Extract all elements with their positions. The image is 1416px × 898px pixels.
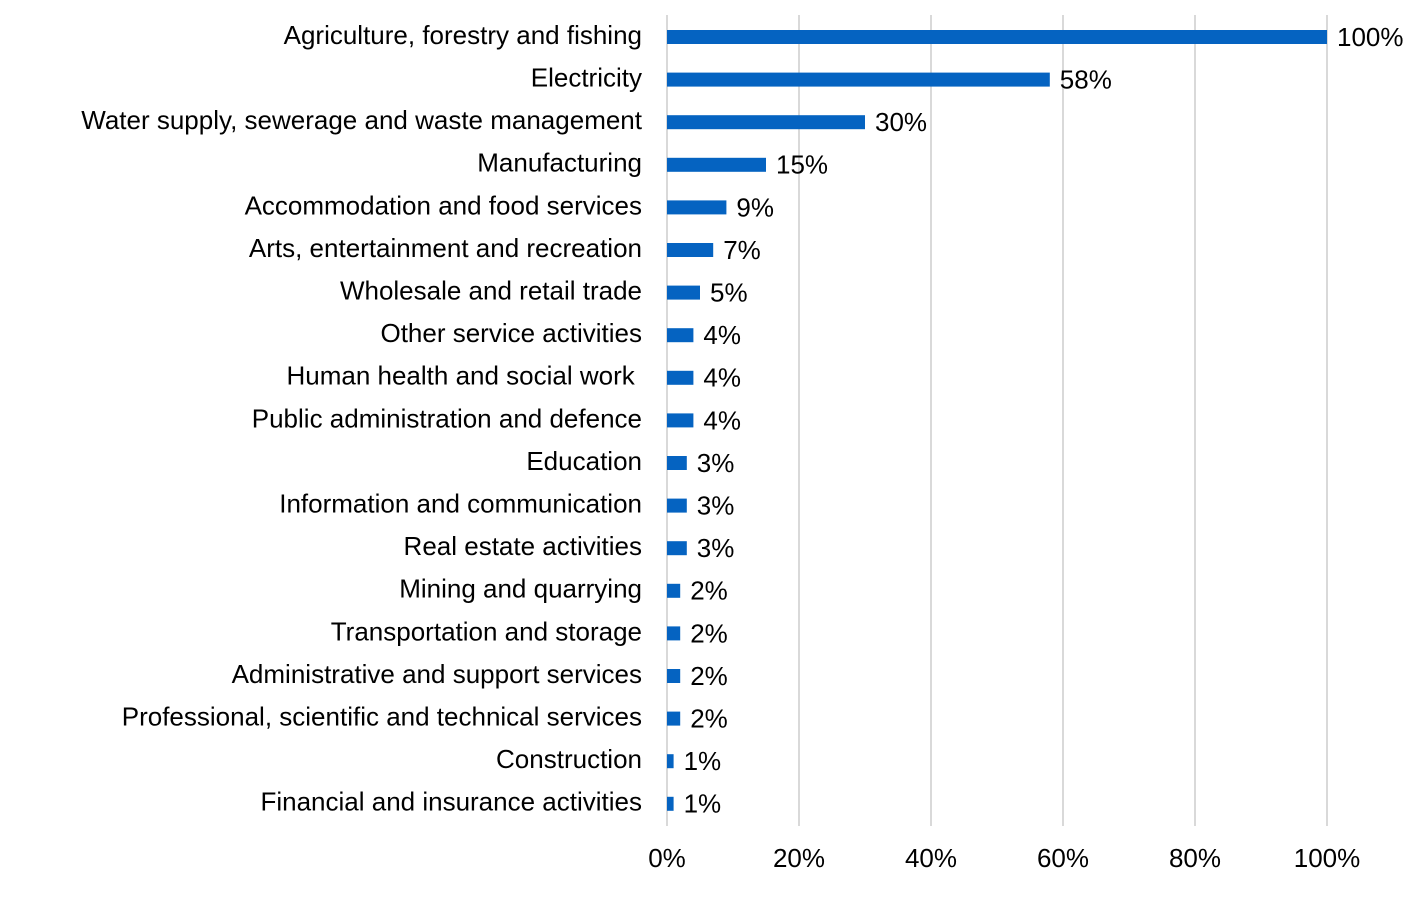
bar [667, 200, 727, 215]
y-tick-label: Electricity [531, 62, 642, 92]
y-tick-label: Financial and insurance activities [260, 787, 642, 817]
data-label: 3% [697, 533, 735, 563]
y-tick-label: Education [526, 446, 642, 476]
data-label: 30% [875, 107, 927, 137]
bar [667, 456, 687, 470]
bar [667, 583, 681, 598]
bar [667, 541, 687, 556]
x-tick-label: 20% [773, 843, 825, 873]
data-label: 2% [690, 618, 728, 648]
bar [667, 498, 687, 513]
data-label: 58% [1060, 64, 1112, 94]
data-label: 3% [697, 448, 735, 478]
data-label: 3% [697, 490, 735, 520]
y-tick-label: Water supply, sewerage and waste managem… [81, 105, 643, 135]
bar [667, 30, 1327, 44]
bar [667, 370, 694, 385]
bar [667, 157, 766, 172]
data-label: 1% [684, 789, 722, 819]
y-tick-label: Public administration and defence [252, 403, 642, 433]
y-tick-label: Wholesale and retail trade [340, 275, 642, 305]
y-tick-label: Arts, entertainment and recreation [249, 233, 642, 263]
data-label: 2% [690, 661, 728, 691]
bar [667, 115, 865, 130]
data-label: 2% [690, 576, 728, 606]
y-tick-label: Construction [496, 744, 642, 774]
data-label: 100% [1337, 22, 1404, 52]
y-tick-label: Transportation and storage [331, 616, 642, 646]
x-tick-label: 0% [648, 843, 686, 873]
bar [667, 626, 681, 641]
data-label: 15% [776, 150, 828, 180]
data-label: 9% [736, 192, 774, 222]
bar [667, 754, 674, 769]
x-tick-label: 60% [1037, 843, 1089, 873]
data-label: 4% [703, 320, 741, 350]
y-tick-label: Real estate activities [404, 531, 642, 561]
bar [667, 328, 694, 343]
data-label: 2% [690, 703, 728, 733]
y-tick-label: Agriculture, forestry and fishing [284, 20, 642, 50]
y-tick-label: Information and communication [279, 488, 642, 518]
bar [667, 669, 681, 683]
bar [667, 413, 694, 428]
y-tick-label: Mining and quarrying [399, 574, 642, 604]
data-label: 7% [723, 235, 761, 265]
bar [667, 796, 674, 811]
bar [667, 285, 700, 300]
data-label: 1% [684, 746, 722, 776]
data-label: 4% [703, 405, 741, 435]
y-tick-label: Other service activities [380, 318, 642, 348]
y-tick-label: Professional, scientific and technical s… [122, 701, 642, 731]
bar [667, 711, 681, 726]
y-tick-label: Accommodation and food services [245, 190, 642, 220]
y-tick-label: Administrative and support services [232, 659, 642, 689]
bar [667, 243, 714, 257]
y-tick-label: Human health and social work [286, 361, 642, 391]
x-tick-label: 40% [905, 843, 957, 873]
bar [667, 72, 1050, 87]
y-tick-label: Manufacturing [477, 148, 642, 178]
x-tick-label: 80% [1169, 843, 1221, 873]
x-tick-label: 100% [1294, 843, 1361, 873]
data-label: 5% [710, 277, 748, 307]
data-label: 4% [703, 363, 741, 393]
